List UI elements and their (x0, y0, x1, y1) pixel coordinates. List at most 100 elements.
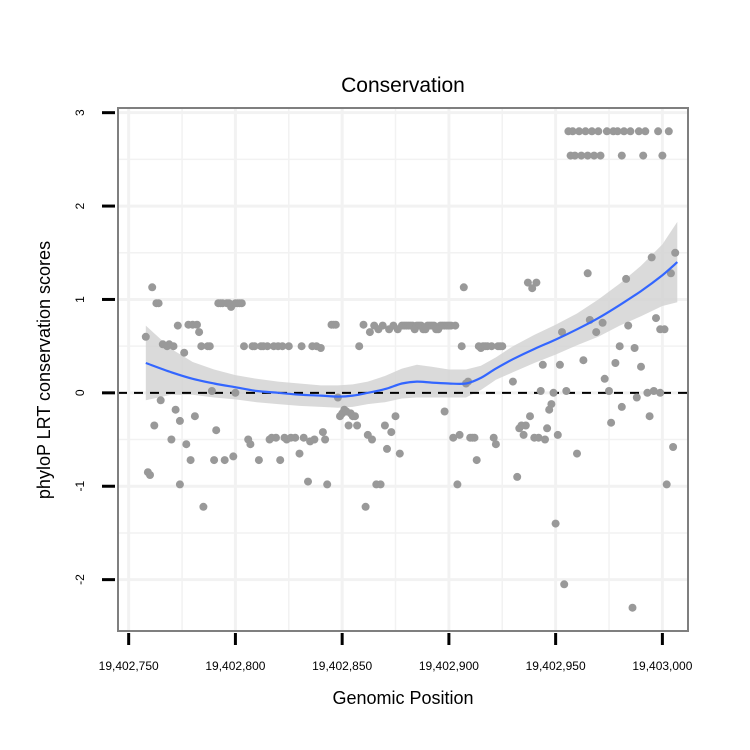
data-point (246, 440, 255, 449)
y-tick-label: -2 (73, 574, 87, 585)
data-point (498, 342, 507, 351)
data-point (254, 456, 263, 465)
data-point (199, 502, 208, 511)
y-tick-label: 3 (73, 109, 87, 116)
data-point (359, 320, 368, 329)
data-point (220, 456, 229, 465)
data-point (541, 435, 549, 444)
data-point (671, 248, 680, 257)
y-tick-label: -1 (73, 481, 87, 492)
data-point (555, 360, 564, 369)
data-point (263, 342, 272, 351)
data-point (634, 127, 643, 136)
data-point (654, 127, 663, 136)
data-point (489, 433, 498, 442)
data-point (624, 321, 633, 330)
data-point (182, 440, 191, 449)
data-point (583, 269, 592, 278)
data-point (611, 359, 620, 367)
data-point (355, 342, 364, 351)
data-point (645, 412, 654, 421)
data-point (318, 428, 327, 437)
data-point (304, 477, 312, 486)
x-tick-label: 19,402,950 (526, 659, 586, 673)
data-point (632, 393, 641, 402)
y-tick-label: 2 (73, 202, 87, 209)
data-point (523, 278, 532, 287)
data-point (299, 433, 308, 442)
data-point (549, 388, 558, 397)
data-point (607, 418, 616, 427)
data-point (451, 321, 460, 330)
data-point (368, 435, 376, 444)
data-point (558, 328, 566, 337)
data-point (617, 402, 626, 411)
data-point (519, 430, 528, 439)
data-point (250, 342, 259, 351)
data-point (291, 433, 300, 442)
data-point (587, 127, 596, 136)
data-point (453, 480, 462, 489)
data-point (380, 421, 389, 430)
data-point (583, 151, 592, 160)
data-point (521, 421, 530, 430)
data-point (171, 405, 180, 414)
smooth-line-layer (145, 261, 679, 398)
data-point (652, 314, 660, 323)
data-point (553, 430, 562, 439)
data-point (284, 342, 293, 351)
data-point (470, 433, 479, 442)
data-point (666, 269, 675, 278)
confidence-band (145, 221, 678, 408)
data-point (639, 151, 648, 160)
confidence-band-layer (145, 221, 678, 408)
data-point (647, 253, 656, 262)
data-point (449, 433, 458, 442)
data-point (344, 421, 353, 430)
data-point (568, 127, 577, 136)
data-point (440, 407, 449, 416)
data-point (643, 388, 652, 397)
data-point (562, 387, 571, 395)
data-point (620, 127, 628, 136)
data-point (664, 127, 673, 136)
data-point (513, 472, 522, 481)
data-point (323, 480, 332, 489)
data-point (146, 471, 154, 479)
x-tick-label: 19,402,800 (205, 659, 265, 673)
data-point (630, 344, 639, 352)
data-point (383, 444, 391, 453)
data-point (560, 580, 569, 589)
data-point (175, 480, 184, 489)
data-point (570, 151, 579, 160)
data-point (543, 424, 552, 433)
data-point (190, 412, 199, 421)
data-point (598, 318, 607, 327)
data-point (272, 433, 280, 442)
data-point (173, 321, 182, 330)
data-point (310, 435, 319, 444)
data-point (641, 127, 650, 136)
data-point (526, 412, 534, 421)
data-point (167, 435, 176, 444)
data-point (141, 332, 150, 341)
data-point (622, 274, 631, 283)
data-point (508, 377, 517, 386)
data-point (628, 603, 637, 612)
data-point (534, 433, 543, 442)
data-point (538, 360, 547, 369)
y-axis-label: phyloP LRT conservation scores (34, 241, 54, 499)
data-point (649, 387, 658, 395)
data-point (321, 435, 330, 444)
data-point (617, 151, 626, 160)
data-point (395, 449, 404, 458)
data-point (660, 325, 669, 334)
data-point (387, 428, 396, 437)
data-point (459, 283, 468, 292)
data-point (577, 151, 586, 160)
data-point (457, 342, 466, 351)
data-point (669, 443, 678, 451)
y-tick-label: 1 (73, 296, 87, 303)
